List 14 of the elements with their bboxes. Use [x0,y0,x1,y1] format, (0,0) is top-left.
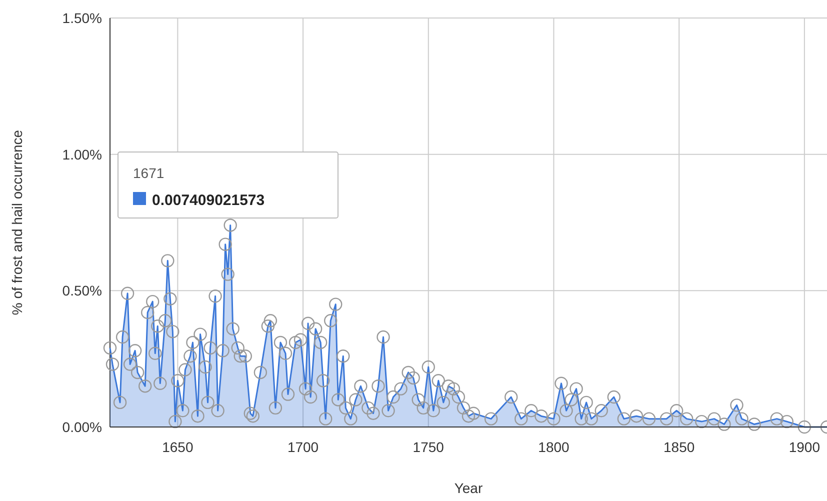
x-tick-label: 1750 [412,439,444,455]
y-tick-label: 0.00% [62,419,102,435]
y-tick-label: 0.50% [62,282,102,299]
y-tick-label: 1.00% [62,146,102,162]
y-axis-title: % of frost and hail occurrence [9,130,25,316]
x-axis-title: Year [454,480,483,496]
x-tick-label: 1700 [287,439,319,455]
x-tick-label: 1850 [664,439,695,455]
x-tick-label: 1900 [788,439,820,455]
x-tick-label: 1650 [162,439,194,455]
x-tick-label: 1800 [538,439,570,455]
y-tick-label: 1.50% [62,10,102,26]
annotation: 1671 [133,165,164,181]
annotation: 0.007409021573 [152,192,265,209]
